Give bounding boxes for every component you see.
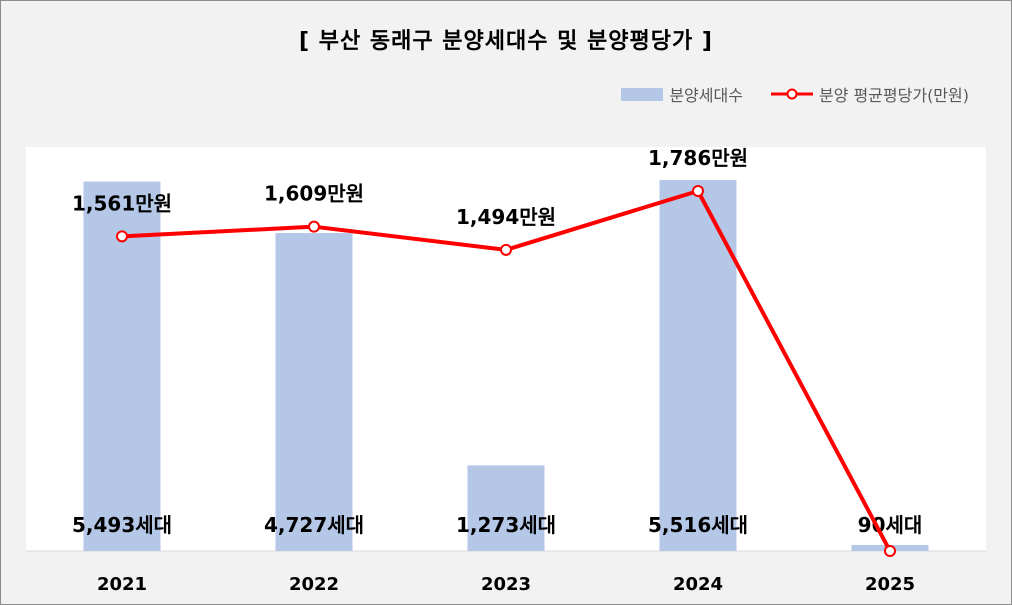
- bar-label-2023: 1,273세대: [456, 513, 556, 537]
- bar-2021: [83, 181, 161, 552]
- legend-label-line: 분양 평균평당가(만원): [818, 86, 969, 105]
- line-point-2023: [500, 243, 512, 256]
- line-label-2021: 1,561만원: [72, 191, 172, 215]
- legend-item-line: 분양 평균평당가(만원): [743, 82, 969, 106]
- line-label-2023: 1,494만원: [456, 205, 556, 229]
- x-tick-2021: 2021: [97, 574, 147, 595]
- bar-2024: [659, 180, 737, 551]
- legend-bar-swatch: [621, 87, 664, 101]
- legend-line-swatch: [770, 88, 813, 100]
- line-point-2025: [884, 545, 896, 557]
- bar-2023: [467, 465, 545, 551]
- x-tick-2022: 2022: [289, 574, 339, 595]
- chart-title: [ 부산 동래구 분양세대수 및 분양평당가 ]: [299, 29, 713, 54]
- line-label-2022: 1,609만원: [264, 182, 364, 206]
- x-tick-2025: 2025: [865, 574, 915, 595]
- legend-label-bars: 분양세대수: [669, 86, 743, 105]
- bar-label-2025: 90세대: [858, 513, 923, 537]
- line-point-2021: [116, 230, 128, 243]
- legend-item-bars: 분양세대수: [621, 82, 743, 106]
- bar-label-2024: 5,516세대: [648, 513, 748, 537]
- x-tick-2024: 2024: [673, 574, 723, 595]
- line-point-2024: [692, 185, 704, 197]
- x-tick-2023: 2023: [481, 574, 531, 595]
- line-label-2024: 1,786만원: [648, 146, 748, 170]
- bar-label-2022: 4,727세대: [264, 513, 364, 537]
- legend: 분양세대수 분양 평균평당가(만원): [621, 83, 969, 105]
- line-point-2022: [308, 220, 320, 233]
- bar-label-2021: 5,493세대: [72, 513, 172, 537]
- bar-2022: [275, 233, 353, 551]
